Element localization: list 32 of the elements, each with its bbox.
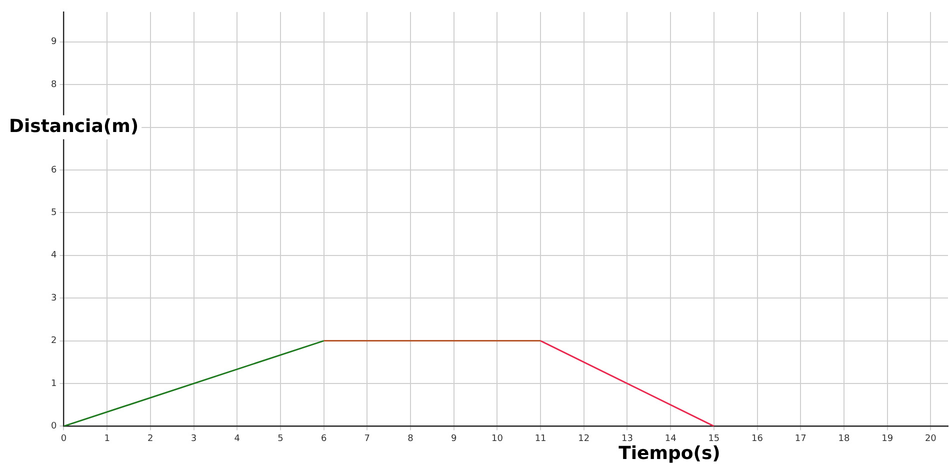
y-tick-label: 8 bbox=[50, 80, 57, 90]
x-tick-label: 7 bbox=[364, 434, 370, 444]
y-axis-title: Distancia(m) bbox=[9, 116, 139, 137]
x-tick-label: 20 bbox=[924, 434, 937, 444]
x-tick-label: 11 bbox=[534, 434, 546, 444]
x-tick-label: 0 bbox=[60, 434, 67, 444]
x-tick-label: 3 bbox=[190, 434, 197, 444]
x-tick-label: 18 bbox=[838, 434, 850, 444]
x-tick-label: 4 bbox=[234, 434, 240, 444]
y-tick-label: 2 bbox=[50, 336, 57, 346]
x-tick-label: 6 bbox=[320, 434, 327, 444]
y-tick-label: 9 bbox=[50, 37, 57, 48]
x-tick-label: 16 bbox=[752, 434, 764, 444]
x-tick-label: 13 bbox=[622, 434, 633, 444]
y-tick-label: 0 bbox=[50, 422, 57, 432]
x-tick-label: 15 bbox=[708, 434, 720, 444]
x-tick-label: 14 bbox=[664, 434, 677, 444]
x-tick-label: 9 bbox=[450, 434, 457, 444]
x-tick-label: 12 bbox=[578, 434, 590, 444]
x-tick-label: 17 bbox=[794, 434, 806, 444]
y-tick-label: 5 bbox=[50, 208, 57, 218]
x-tick-label: 10 bbox=[491, 434, 504, 444]
x-tick-label: 19 bbox=[882, 434, 894, 444]
y-tick-label: 4 bbox=[50, 250, 57, 261]
y-tick-label: 3 bbox=[50, 293, 57, 304]
y-tick-label: 1 bbox=[50, 378, 57, 389]
x-tick-label: 1 bbox=[104, 434, 110, 444]
x-tick-label: 5 bbox=[278, 434, 284, 444]
x-tick-label: 2 bbox=[148, 434, 154, 444]
x-tick-label: 8 bbox=[408, 434, 414, 444]
y-tick-label: 6 bbox=[50, 165, 57, 176]
x-axis-title: Tiempo(s) bbox=[618, 442, 720, 464]
